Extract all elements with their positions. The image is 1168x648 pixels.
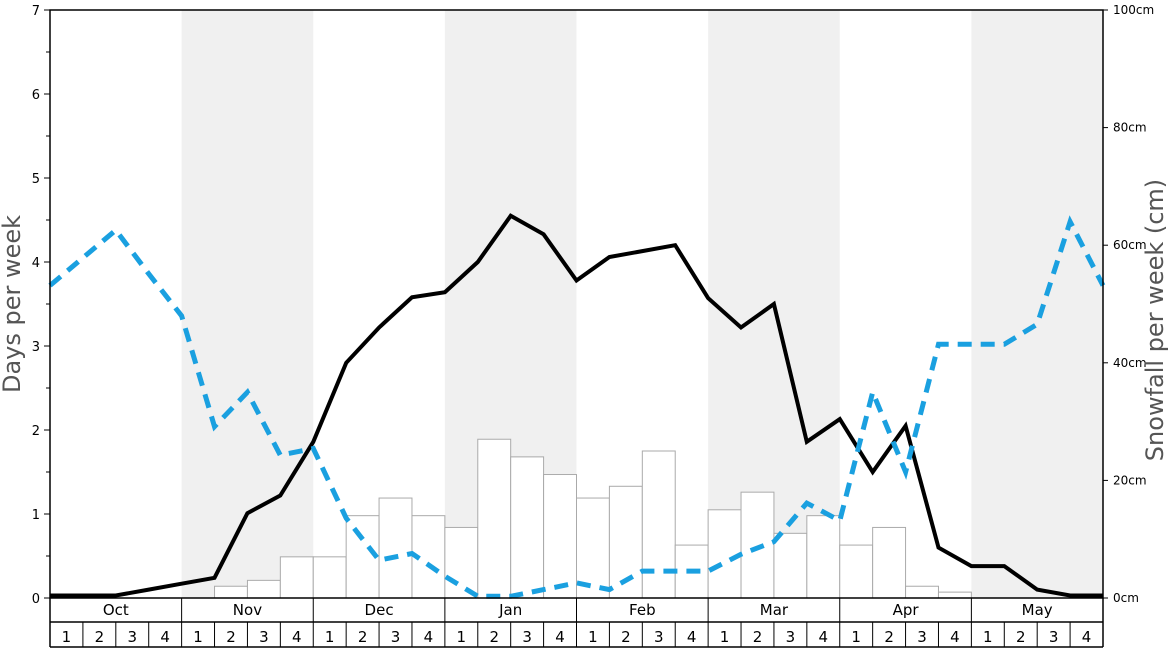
right-tick-label: 60cm	[1113, 238, 1147, 252]
week-label: 1	[588, 628, 598, 646]
week-label: 3	[391, 628, 401, 646]
snowfall-bar	[937, 591, 972, 599]
month-label-apr: Apr	[893, 601, 920, 619]
snowfall-bar	[740, 491, 775, 599]
week-label: 3	[259, 628, 269, 646]
snowfall-bar	[872, 526, 907, 599]
snowfall-bar	[576, 497, 610, 599]
left-tick-label: 1	[32, 508, 40, 523]
week-label: 2	[226, 628, 236, 646]
day-lines	[48, 213, 1106, 599]
week-label: 2	[884, 628, 894, 646]
week-label: 4	[555, 628, 565, 646]
left-tick-label: 7	[32, 4, 40, 19]
snowfall-bar	[214, 585, 248, 599]
week-label: 2	[358, 628, 368, 646]
snowfall-bar	[773, 532, 808, 599]
month-shading	[181, 10, 1103, 598]
week-label: 3	[786, 628, 796, 646]
week-label: 4	[160, 628, 170, 646]
week-label: 2	[489, 628, 499, 646]
x-axis-table: Oct 1 2 3 4 Nov 1 2 3 4 Dec 1 2 3 4 Jan 1 2 3 4 Feb 1 2 3 4 Mar 1 2…	[49, 598, 1104, 648]
month-shade-may	[971, 10, 1103, 598]
left-tick-label: 5	[32, 172, 40, 187]
week-label: 1	[325, 628, 335, 646]
left-tick-label: 3	[32, 340, 40, 355]
snowfall-bar	[905, 585, 939, 599]
dashed-days-line	[48, 215, 1106, 599]
solid-days-line	[50, 213, 1103, 598]
month-label-mar: Mar	[760, 601, 789, 619]
right-axis: 0cm 20cm 40cm 60cm 80cm 100cm	[1103, 3, 1154, 605]
week-label: 1	[193, 628, 203, 646]
month-label-jan: Jan	[498, 601, 522, 619]
snowfall-bar	[246, 579, 281, 599]
snowfall-bar	[707, 509, 742, 599]
week-label: 1	[983, 628, 993, 646]
right-tick-label: 0cm	[1113, 591, 1139, 605]
snowfall-bar	[279, 556, 314, 599]
month-shade-nov	[181, 10, 314, 598]
month-label-may: May	[1022, 601, 1053, 619]
month-label-dec: Dec	[365, 601, 394, 619]
month-label-nov: Nov	[233, 601, 262, 619]
week-label: 1	[457, 628, 467, 646]
snowfall-bars	[214, 438, 972, 599]
snowfall-bar	[543, 474, 577, 599]
left-tick-label: 4	[32, 256, 40, 271]
week-label: 1	[851, 628, 861, 646]
week-label: 4	[1082, 628, 1092, 646]
week-label: 3	[917, 628, 927, 646]
week-label: 3	[522, 628, 532, 646]
week-label: 4	[950, 628, 960, 646]
snowfall-bar	[510, 456, 545, 599]
week-label: 4	[292, 628, 302, 646]
week-label: 2	[1016, 628, 1026, 646]
week-label: 4	[687, 628, 697, 646]
week-label: 2	[621, 628, 631, 646]
snowfall-bar	[312, 556, 347, 599]
right-tick-label: 80cm	[1113, 121, 1147, 135]
snowfall-bar	[378, 497, 413, 599]
week-label: 3	[1049, 628, 1059, 646]
week-label: 1	[62, 628, 72, 646]
week-label: 2	[95, 628, 105, 646]
snowfall-bar	[839, 544, 874, 599]
right-tick-label: 40cm	[1113, 356, 1147, 370]
left-axis-title: Days per week	[0, 215, 26, 393]
left-tick-label: 0	[32, 592, 40, 607]
week-label: 4	[424, 628, 434, 646]
snowfall-bar	[477, 438, 512, 599]
month-label-feb: Feb	[629, 601, 656, 619]
week-label: 1	[720, 628, 730, 646]
left-tick-label: 2	[32, 424, 40, 439]
snowfall-bar	[444, 526, 479, 599]
week-label: 2	[753, 628, 763, 646]
snowfall-bar	[641, 450, 676, 599]
left-tick-label: 6	[32, 88, 40, 103]
right-axis-title: Snowfall per week (cm)	[1141, 179, 1168, 461]
right-tick-label: 20cm	[1113, 473, 1147, 487]
week-label: 3	[127, 628, 137, 646]
snowfall-bar	[806, 515, 841, 599]
week-label: 4	[819, 628, 829, 646]
left-axis: 0 1 2 3 4 5 6 7	[32, 4, 50, 607]
right-tick-label: 100cm	[1113, 3, 1154, 17]
week-label: 3	[654, 628, 664, 646]
month-label-oct: Oct	[103, 601, 129, 619]
